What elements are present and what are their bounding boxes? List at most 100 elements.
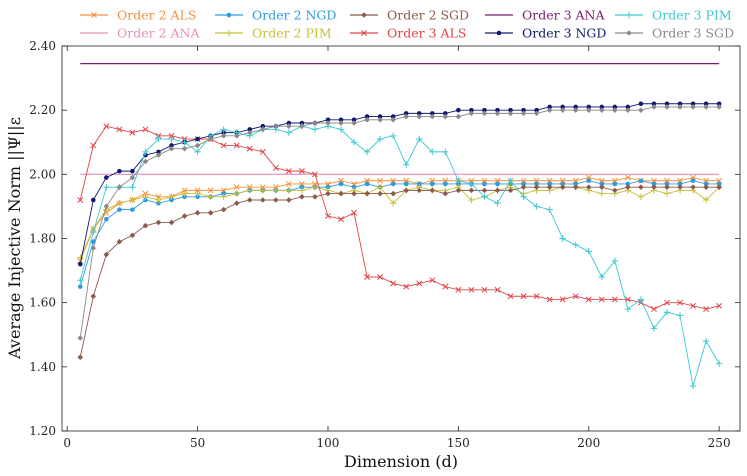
data-point-order-2-sgd [481, 187, 488, 194]
data-point-order-2-als [194, 187, 201, 194]
data-point-order-2-ngd [221, 191, 226, 196]
data-point-order-2-sgd [520, 184, 527, 190]
data-point-order-3-als [403, 283, 410, 290]
data-point-order-3-ngd [443, 111, 448, 116]
data-point-order-2-pim [220, 193, 227, 200]
x-tick-label: 250 [708, 436, 731, 450]
data-point-order-2-pim [663, 190, 671, 197]
data-point-order-2-ngd [351, 184, 357, 190]
data-point-order-3-ngd [325, 117, 331, 123]
data-point-order-3-sgd [442, 113, 449, 120]
data-point-order-3-ngd [77, 261, 83, 267]
data-point-order-2-sgd [612, 187, 618, 194]
data-point-order-3-pim [168, 135, 175, 143]
data-point-order-3-sgd [494, 110, 501, 117]
data-point-order-2-ngd [130, 207, 135, 212]
data-point-order-2-pim [246, 187, 253, 194]
data-point-order-2-als [181, 187, 188, 194]
data-point-order-3-pim [546, 206, 553, 213]
data-point-order-3-sgd [233, 133, 240, 139]
data-point-order-3-als [351, 209, 358, 216]
legend-label: Order 3 ALS [387, 26, 466, 41]
data-point-order-2-pim [194, 190, 201, 197]
legend-swatch-marker [625, 11, 633, 19]
data-point-order-2-ngd [182, 194, 187, 200]
data-point-order-2-pim [233, 190, 240, 197]
data-point-order-3-sgd [155, 152, 162, 158]
legend: Order 2 ALS Order 2 ANA Order 2 NGD Order 2… [80, 8, 734, 41]
legend-item-order-2-als: Order 2 ALS [80, 8, 196, 23]
data-point-order-3-sgd [716, 104, 722, 110]
data-point-order-3-sgd [259, 126, 266, 133]
data-point-order-2-sgd [625, 184, 631, 190]
data-point-order-2-pim [116, 200, 123, 207]
data-point-order-3-ngd [612, 104, 618, 110]
data-point-order-2-als [155, 193, 162, 200]
data-point-order-3-pim [194, 148, 201, 156]
series-line-order-3-sgd [79, 106, 720, 339]
data-point-order-2-pim [311, 183, 319, 191]
data-point-order-3-ngd [456, 107, 461, 113]
data-point-order-2-pim [129, 196, 136, 204]
series-line-order-2-pim [79, 186, 720, 258]
data-point-order-2-pim [259, 187, 266, 194]
data-point-order-3-sgd [546, 107, 553, 113]
data-point-order-3-sgd [273, 123, 279, 130]
data-point-order-2-sgd [220, 206, 227, 213]
series-line-order-3-als [79, 125, 720, 310]
data-point-order-3-pim [77, 277, 84, 284]
data-point-order-3-pim [181, 139, 188, 146]
data-point-order-3-ngd [547, 104, 552, 110]
data-point-order-3-pim [129, 183, 136, 191]
data-point-order-2-sgd [716, 184, 722, 190]
data-point-order-3-ngd [130, 168, 135, 174]
data-point-order-3-ngd [469, 107, 474, 113]
legend-swatch-marker [626, 30, 632, 36]
data-point-order-2-pim [702, 196, 710, 204]
data-point-order-3-pim [611, 257, 619, 265]
legend-label: Order 2 PIM [252, 26, 332, 41]
data-point-order-3-sgd [286, 123, 292, 130]
plot-frame [61, 45, 741, 432]
data-point-order-2-ngd [403, 181, 409, 187]
data-point-order-2-sgd [677, 184, 683, 190]
data-point-order-3-ngd [104, 175, 109, 180]
data-point-order-2-ngd [573, 181, 579, 187]
x-tick-label: 0 [63, 436, 71, 450]
data-point-order-3-pim [676, 312, 684, 319]
data-point-order-2-pim [285, 187, 293, 194]
y-tick-label: 2.40 [29, 39, 56, 53]
data-point-order-3-pim [376, 135, 384, 143]
data-point-order-3-sgd [572, 107, 579, 113]
data-point-order-3-ngd [586, 104, 592, 110]
data-point-order-2-ngd [521, 181, 526, 187]
data-point-order-3-sgd [207, 136, 214, 142]
data-point-order-3-pim [572, 241, 579, 249]
data-point-order-2-sgd [299, 193, 305, 200]
data-point-order-2-sgd [325, 190, 331, 197]
data-point-order-3-sgd [220, 133, 227, 139]
data-point-order-3-ngd [664, 101, 670, 107]
data-point-order-2-ngd [560, 181, 565, 187]
data-point-order-2-als [377, 177, 384, 184]
data-point-order-2-sgd [390, 190, 396, 197]
data-point-order-3-ngd [508, 107, 513, 113]
data-point-order-3-pim [442, 148, 449, 156]
data-point-order-3-pim [429, 148, 436, 156]
data-point-order-3-als [598, 296, 605, 303]
data-point-order-2-sgd [207, 210, 214, 216]
data-point-order-3-als [233, 142, 240, 149]
data-point-order-2-ngd [390, 181, 396, 187]
data-point-order-2-sgd [338, 190, 344, 197]
data-point-order-3-pim [389, 132, 397, 140]
data-point-order-2-sgd [403, 187, 410, 194]
data-point-order-3-ngd [195, 136, 200, 142]
data-point-order-2-sgd [312, 193, 318, 200]
data-point-order-2-pim [376, 183, 384, 191]
data-point-order-2-sgd [494, 187, 501, 194]
data-point-order-2-ngd [195, 194, 200, 200]
data-point-order-2-ngd [325, 184, 331, 190]
data-point-order-3-als [129, 129, 136, 136]
y-tick-label: 1.60 [29, 296, 56, 310]
data-point-order-2-sgd [559, 184, 566, 190]
